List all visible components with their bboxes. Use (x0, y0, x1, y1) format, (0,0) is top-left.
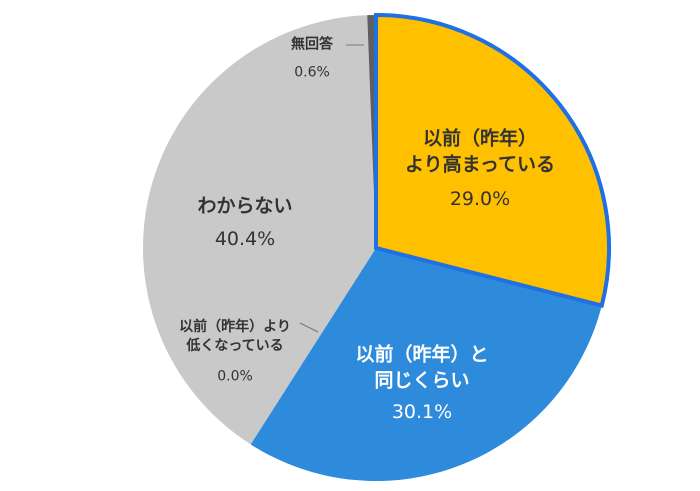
pie-slice (367, 15, 376, 248)
pie-slice (250, 248, 602, 481)
slice-value: 40.4% (214, 228, 276, 251)
leader-line (299, 322, 319, 333)
pie-slice (143, 15, 376, 445)
pie-slice (376, 15, 609, 306)
slice-highlight (374, 12, 611, 308)
slice-value: 0.6% (294, 64, 330, 81)
slice-name: 以前（昨年）と 同じくらい (355, 343, 489, 391)
slice-name: 無回答 (291, 36, 333, 53)
slice-name: 以前（昨年）より 低くなっている (179, 319, 291, 354)
slice-value: 30.1% (391, 401, 453, 424)
slice-value: 29.0% (449, 188, 511, 211)
slice-value: 0.0% (217, 368, 253, 385)
slice-name: わからない (197, 195, 293, 218)
slice-name: 以前（昨年） より高まっている (405, 127, 555, 175)
